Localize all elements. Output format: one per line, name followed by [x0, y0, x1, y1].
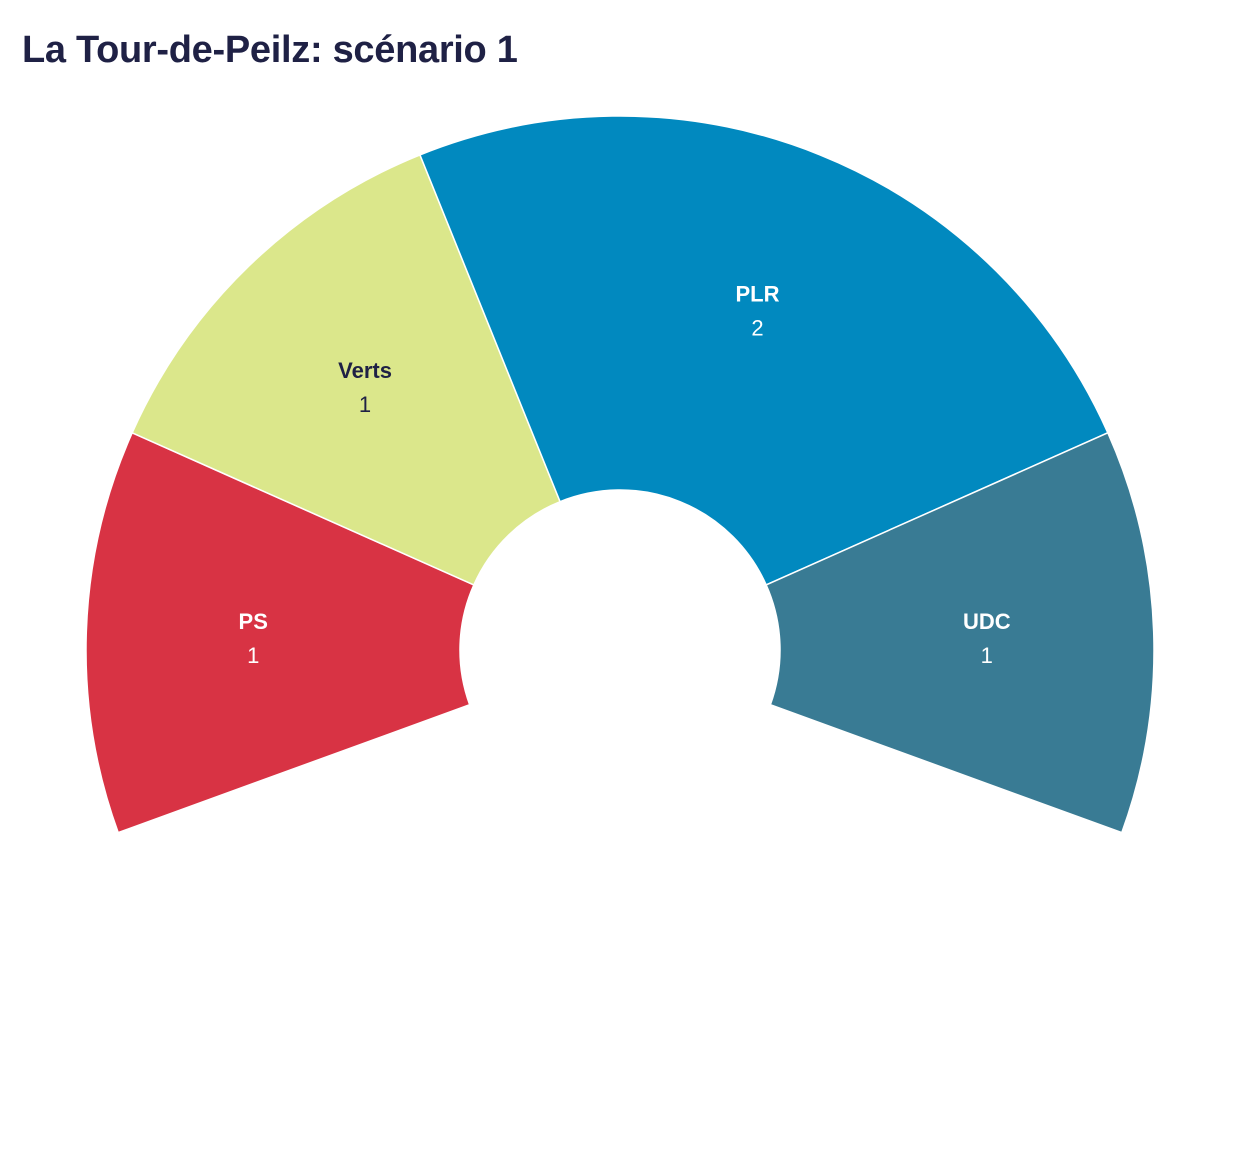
chart-title: La Tour-de-Peilz: scénario 1 [22, 29, 518, 71]
chart-labels: PS 1 Verts 1 PLR 2 UDC 1 [239, 282, 1011, 668]
segment-value-verts: 1 [359, 392, 371, 417]
segment-label-verts: Verts [338, 358, 392, 383]
segment-label-ps: PS [239, 609, 268, 634]
segment-verts [131, 153, 562, 586]
segment-value-plr: 2 [751, 316, 763, 341]
segment-label-plr: PLR [735, 282, 779, 307]
segment-ps [85, 431, 475, 834]
segment-udc [765, 431, 1155, 834]
segment-plr [418, 115, 1109, 586]
chart-segments [85, 115, 1155, 834]
segment-label-udc: UDC [963, 609, 1011, 634]
segment-value-udc: 1 [981, 643, 993, 668]
segment-value-ps: 1 [247, 643, 259, 668]
